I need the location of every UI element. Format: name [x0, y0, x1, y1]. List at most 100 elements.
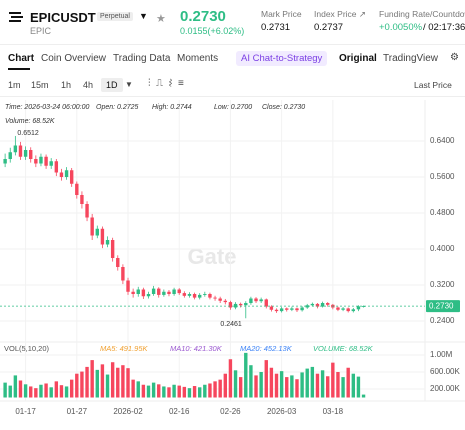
stat-value: 0.2731 [261, 22, 291, 33]
tab[interactable]: TradingView [383, 53, 439, 64]
tab[interactable]: Trading Data [113, 53, 171, 64]
y-tick-label: 0.2400 [430, 316, 455, 325]
divider [0, 96, 465, 97]
settings-icon[interactable]: ⚙ [450, 52, 459, 63]
interval[interactable]: 1m [8, 80, 21, 90]
volume-bar [331, 362, 335, 398]
tab-underline [8, 68, 30, 70]
volume-bar [151, 382, 156, 398]
volume-bar [187, 388, 192, 398]
volume-bar [320, 370, 325, 398]
volume-bar [213, 381, 217, 398]
ai-button[interactable]: AI Chat-to-Strategy [236, 51, 328, 66]
volume-bar [13, 375, 18, 398]
volume-bar [172, 384, 176, 398]
dropdown-arrow[interactable]: ▼ [139, 11, 148, 21]
interval-selected[interactable]: 1D [101, 78, 123, 92]
volume-bar [3, 382, 7, 398]
candle-body [44, 156, 48, 166]
volume-bar [29, 386, 33, 398]
volume-bar [80, 371, 84, 398]
candle-body [85, 204, 89, 218]
countdown: / 02:17:36 [423, 22, 465, 33]
volume-bar [341, 377, 345, 398]
candle-body [167, 291, 171, 295]
candle-body [197, 294, 202, 298]
x-tick-label: 01-17 [15, 407, 36, 416]
candle-body [80, 195, 84, 205]
volume-bar [49, 387, 53, 398]
tab[interactable]: Moments [177, 53, 219, 64]
interval-menu[interactable]: ▼ [125, 80, 133, 89]
candle-body [18, 145, 23, 157]
tab[interactable]: Chart [8, 53, 35, 64]
candle-body [336, 307, 340, 310]
volume-bar [100, 364, 105, 398]
volume-bar [18, 380, 23, 398]
badge: Perpetual [97, 12, 133, 21]
candle-body [274, 309, 279, 312]
watermark: Gate [188, 244, 237, 269]
interval[interactable]: 1h [61, 80, 72, 90]
candle-body [182, 293, 187, 296]
candle-body [233, 303, 238, 308]
price-mode[interactable]: Last Price [414, 80, 452, 90]
volume-legend: MA5: 491.95K [100, 344, 149, 353]
tab[interactable]: Coin Overview [41, 53, 107, 64]
volume-legend: VOLUME: 68.52K [313, 344, 374, 353]
volume-bar [228, 359, 233, 398]
volume-bar [336, 372, 340, 398]
volume-bar [259, 372, 263, 398]
candle-body [192, 294, 197, 298]
candle-body [110, 240, 115, 259]
volume-bar [274, 373, 279, 398]
candle-body [59, 172, 64, 177]
volume-bar [177, 385, 181, 398]
tab[interactable]: Original [339, 53, 377, 64]
stat-label: Index Price ↗ [314, 9, 367, 19]
candle-body [23, 149, 28, 157]
volume-bar [136, 381, 140, 398]
stat-value: +0.0050% [379, 22, 423, 33]
volume-bar [69, 379, 74, 398]
star[interactable]: ★ [156, 13, 166, 25]
volume-bar [254, 375, 258, 398]
y-tick-label: 1.00M [430, 350, 453, 359]
candle-body [172, 289, 176, 295]
candle-body [34, 158, 38, 164]
candle-body [90, 217, 94, 236]
volume-bar [54, 381, 59, 398]
candle-body [223, 300, 228, 303]
y-tick-label: 200.00K [430, 384, 460, 393]
x-tick-label: 03-18 [323, 407, 344, 416]
volume-bar [361, 394, 366, 398]
volume-bar [157, 384, 161, 398]
y-tick-label: 0.3200 [430, 280, 455, 289]
volume-bar [110, 362, 115, 398]
candle-body [244, 303, 248, 306]
volume-bar [167, 387, 171, 398]
candle-body [279, 308, 284, 312]
change: 0.0155(+6.02%) [180, 26, 245, 36]
volume-bar [39, 384, 43, 398]
interval[interactable]: 4h [83, 80, 94, 90]
interval[interactable]: 15m [31, 80, 49, 90]
candle-body [300, 307, 304, 311]
volume-bar [310, 366, 315, 398]
candle-body [64, 170, 69, 177]
base: EPIC [30, 26, 52, 36]
candle-body [177, 289, 181, 294]
candle-body [151, 288, 156, 295]
toolbar-icons[interactable]: ⫶ ⎍ ⌇ ≡ [148, 78, 184, 89]
volume-bar [126, 368, 130, 398]
candle-body [285, 308, 289, 310]
candle-body [361, 306, 366, 307]
volume-bar [279, 371, 284, 398]
candle-body [141, 289, 146, 297]
candle-body [69, 170, 74, 184]
symbol[interactable]: EPICUSDT [30, 10, 96, 25]
volume-bar [249, 365, 253, 398]
last-price-box [426, 300, 460, 313]
